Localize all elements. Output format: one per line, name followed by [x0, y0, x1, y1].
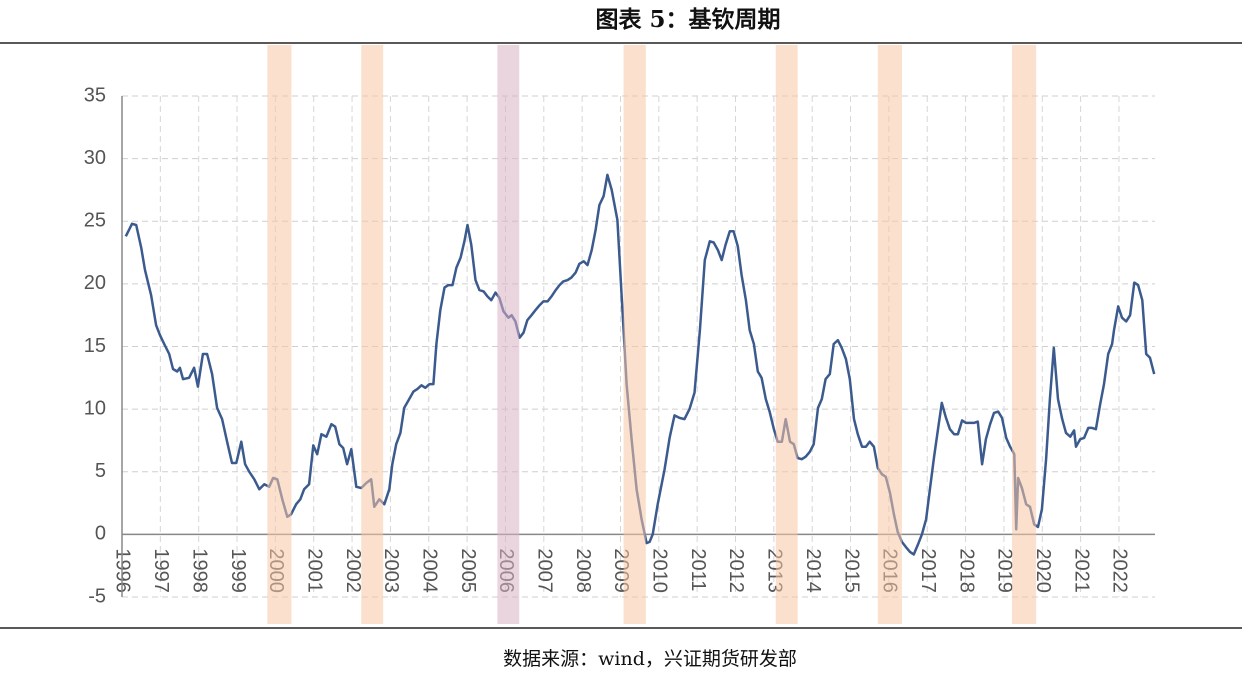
x-tick-label: 2012: [725, 548, 747, 593]
shaded-period: [1011, 45, 1037, 624]
y-tick-label: -5: [88, 585, 106, 607]
shaded-period: [497, 45, 520, 624]
shaded-period: [877, 45, 902, 624]
x-tick-label: 2014: [802, 548, 824, 593]
x-tick-label: 1997: [150, 548, 172, 593]
x-tick-label: 2007: [534, 548, 556, 593]
x-tick-label: 2004: [418, 548, 440, 593]
x-tick-label: 2011: [687, 548, 709, 591]
x-tick-label: 2005: [457, 548, 479, 593]
x-tick-label: 2022: [1109, 548, 1131, 593]
y-tick-label: 35: [84, 84, 106, 106]
shaded-period: [775, 45, 798, 624]
data-line: [124, 173, 1156, 556]
y-tick-label: 0: [95, 523, 106, 545]
shaded-period: [267, 45, 292, 624]
x-tick-label: 2008: [572, 548, 594, 593]
y-tick-label: 5: [95, 460, 106, 482]
shaded-period: [361, 45, 384, 624]
y-tick-label: 30: [84, 147, 106, 169]
x-tick-label: 2010: [649, 548, 671, 593]
x-tick-label: 2019: [994, 548, 1016, 593]
chart-title: 图表 5：基钦周期: [595, 6, 780, 33]
shaded-period: [623, 45, 646, 624]
x-tick-label: 2018: [955, 548, 977, 593]
x-tick-label: 1998: [188, 548, 210, 593]
x-tick-label: 1999: [227, 548, 249, 593]
x-tick-label: 2003: [380, 548, 402, 593]
y-tick-label: 20: [84, 272, 106, 294]
x-tick-label: 2001: [303, 548, 325, 593]
y-tick-label: 25: [84, 210, 106, 232]
y-tick-label: 15: [84, 335, 106, 357]
x-tick-label: 2021: [1070, 548, 1092, 593]
x-tick-label: 2017: [917, 548, 939, 593]
x-tick-label: 2002: [342, 548, 364, 593]
source-note: 数据来源：wind，兴证期货研发部: [503, 648, 797, 670]
x-tick-label: 2020: [1032, 548, 1054, 593]
x-tick-label: 2015: [840, 548, 862, 593]
y-tick-label: 10: [84, 397, 106, 419]
